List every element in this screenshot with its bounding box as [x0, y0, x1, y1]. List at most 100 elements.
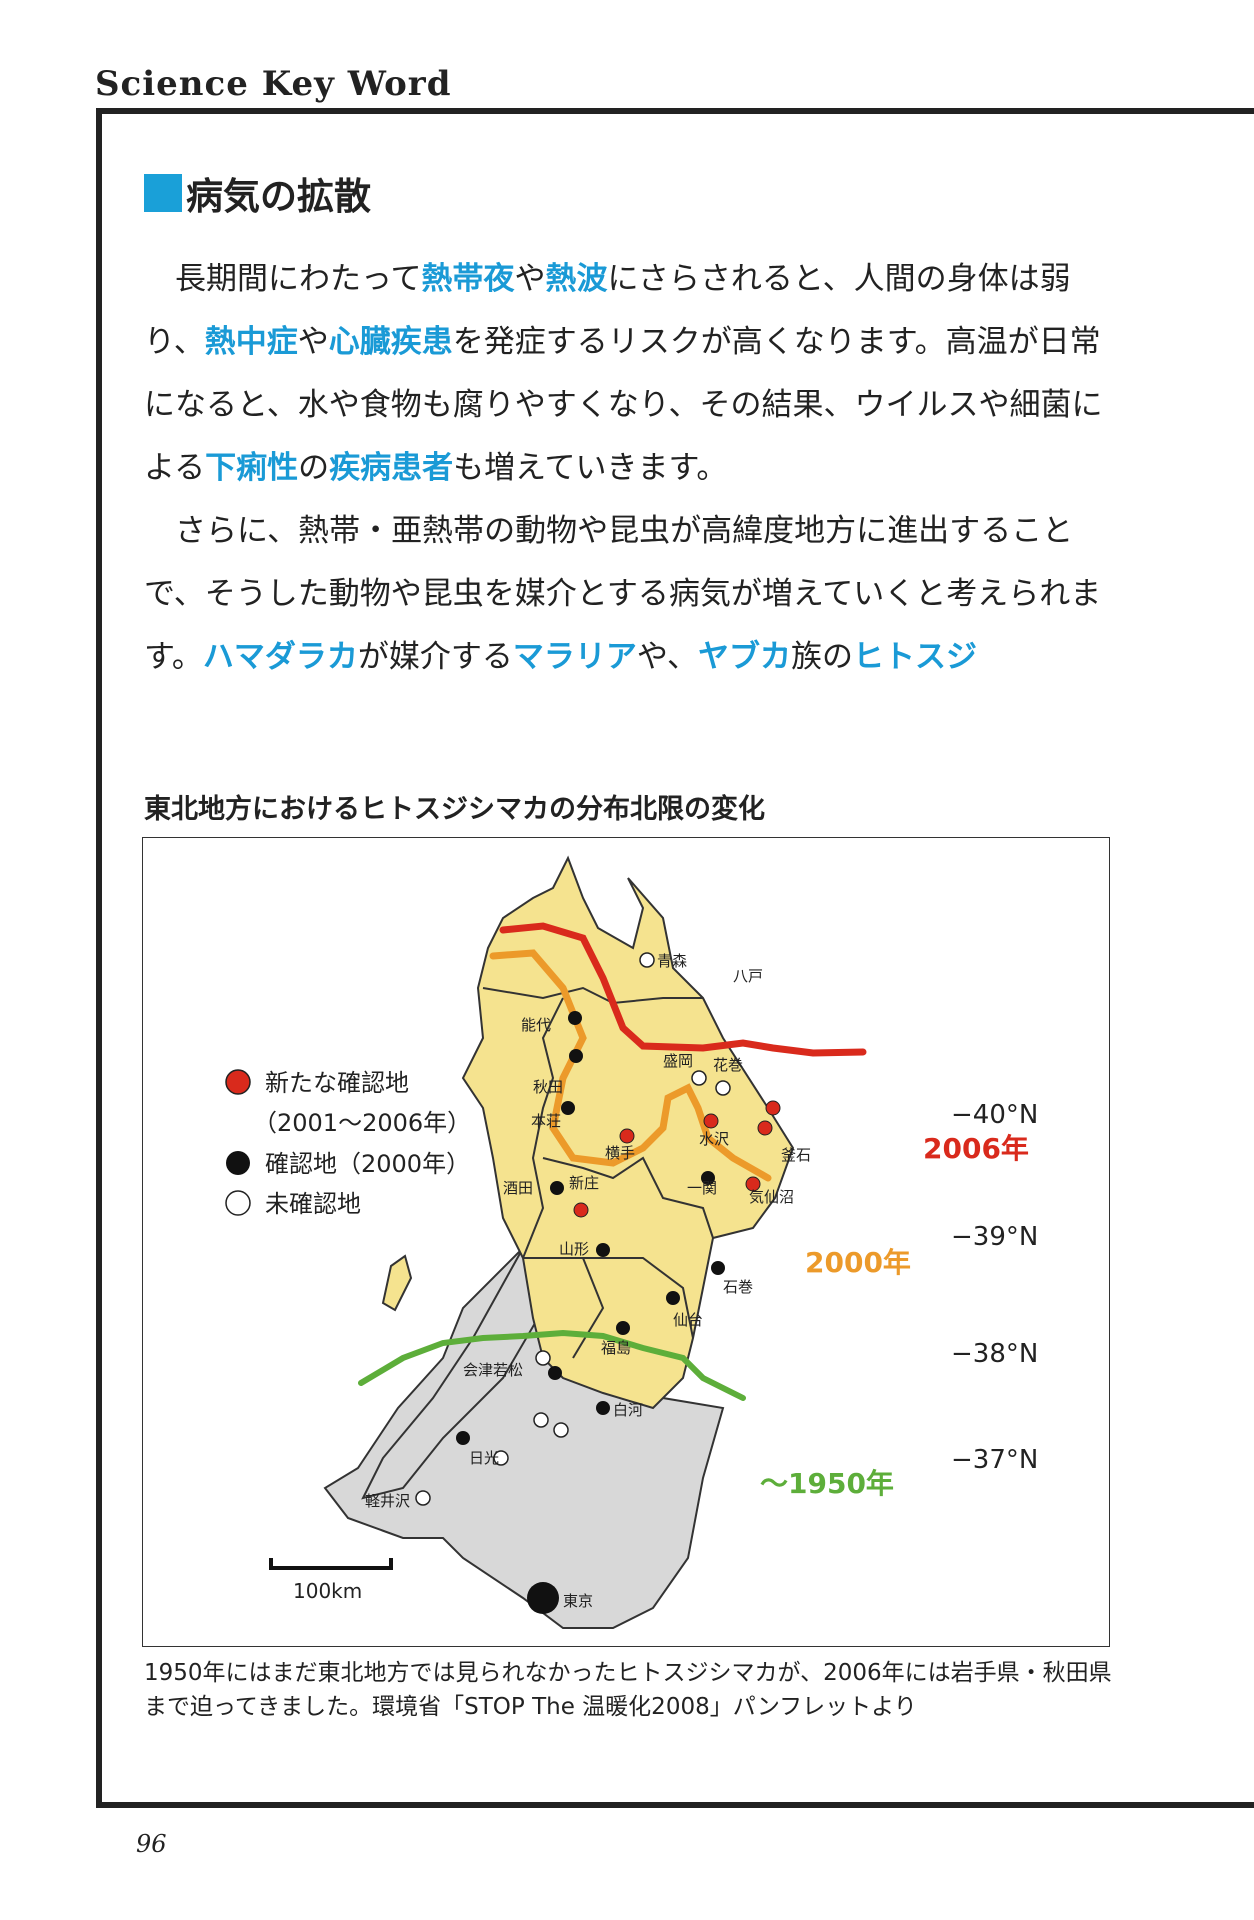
tohoku-map: 新たな確認地 （2001〜2006年） 確認地（2000年） 未確認地 2006… — [225, 855, 1038, 1629]
keyword: 疾病患者 — [329, 450, 454, 486]
square-bullet-icon — [144, 174, 182, 212]
legend-white-dot — [225, 1190, 251, 1216]
place-fukushima: 福島 — [601, 1339, 631, 1357]
text-run: にさらされると、人間の身体は弱り、 — [144, 261, 1071, 360]
keyword: 下痢性 — [205, 450, 299, 486]
legend-unconfirmed-label: 未確認地 — [265, 1190, 361, 1218]
text-run: 長期間にわたって — [175, 261, 422, 297]
marker-south-2 — [553, 1422, 569, 1438]
figure-title: 東北地方におけるヒトスジシマカの分布北限の変化 — [144, 794, 765, 825]
keyword: 心臓疾患 — [328, 324, 453, 360]
marker-honjo — [561, 1101, 575, 1115]
place-honjo: 本荘 — [531, 1112, 561, 1130]
line-1950 — [358, 1329, 746, 1401]
prefecture-borders — [482, 986, 714, 1359]
marker-red-1 — [703, 1113, 719, 1129]
marker-red-2 — [765, 1100, 781, 1116]
keyword: 熱中症 — [204, 324, 298, 360]
place-hachinohe: 八戸 — [733, 967, 763, 985]
marker-kesennuma — [745, 1176, 761, 1192]
paragraph-1: 長期間にわたって熱帯夜や熱波にさらされると、人間の身体は弱り、熱中症や心臓疾患を… — [144, 248, 1119, 500]
line-2006 — [499, 922, 867, 1057]
text-run: や、 — [636, 639, 698, 675]
scale-bar — [269, 1558, 393, 1570]
place-kamaishi: 釜石 — [781, 1146, 811, 1164]
place-tokyo: 東京 — [563, 1592, 593, 1610]
place-sendai: 仙台 — [673, 1311, 703, 1329]
latitude-37: −37°N — [951, 1445, 1038, 1475]
series-header: Science Key Word — [95, 64, 452, 104]
place-kesennuma: 気仙沼 — [749, 1188, 794, 1206]
latitude-40: −40°N — [951, 1100, 1038, 1130]
label-1950: 〜1950年 — [760, 1467, 894, 1500]
marker-ichinoseki — [701, 1171, 715, 1185]
latitude-38: −38°N — [951, 1339, 1038, 1369]
marker-tokyo — [527, 1582, 559, 1614]
place-karuizawa: 軽井沢 — [365, 1492, 410, 1510]
legend-red-dot — [225, 1069, 251, 1095]
marker-shirakawa — [596, 1401, 610, 1415]
place-ishinomaki: 石巻 — [723, 1278, 753, 1296]
marker-nikko — [493, 1450, 509, 1466]
marker-sakata — [550, 1181, 564, 1195]
page-frame — [96, 108, 1254, 1808]
marker-kamaishi — [757, 1120, 773, 1136]
keyword: ヒトスジ — [852, 639, 977, 675]
paragraph-2: さらに、熱帯・亜熱帯の動物や昆虫が高緯度地方に進出することで、そうした動物や昆虫… — [144, 500, 1119, 689]
keyword: ハマダラカ — [202, 639, 358, 675]
marker-morioka — [691, 1070, 707, 1086]
figure-caption: 1950年にはまだ東北地方では見られなかったヒトスジシマカが、2006年には岩手… — [144, 1660, 1112, 1720]
marker-ishinomaki — [711, 1261, 725, 1275]
marker-noshiro — [568, 1011, 582, 1025]
marker-aizu-black — [548, 1366, 562, 1380]
marker-aomori — [639, 952, 655, 968]
place-aomori: 青森 — [657, 952, 687, 970]
text-run: を発症するリスクが高くなります。高温が日常になると、水や食物も腐りやすくなり、そ… — [144, 324, 1103, 486]
text-run: や — [514, 261, 546, 297]
section-heading: 病気の拡散 — [144, 166, 371, 220]
keyword: ヤブカ — [697, 639, 791, 675]
map-region-sado — [381, 1254, 413, 1312]
place-shinjo: 新庄 — [569, 1174, 599, 1192]
marker-sendai — [666, 1291, 680, 1305]
legend-new-period: （2001〜2006年） — [253, 1109, 471, 1137]
marker-karuizawa — [415, 1490, 431, 1506]
place-yamagata: 山形 — [559, 1240, 589, 1258]
marker-aizu — [535, 1350, 551, 1366]
place-morioka: 盛岡 — [663, 1052, 693, 1070]
marker-shinjo — [573, 1202, 589, 1218]
keyword: 熱帯夜 — [421, 261, 515, 297]
label-2006: 2006年 — [923, 1132, 1029, 1165]
marker-yamagata — [596, 1243, 610, 1257]
place-noshiro: 能代 — [521, 1016, 551, 1034]
place-yokote: 横手 — [605, 1144, 635, 1162]
place-aizu: 会津若松 — [463, 1361, 523, 1379]
place-akita: 秋田 — [533, 1078, 563, 1096]
marker-fukushima — [616, 1321, 630, 1335]
text-run: も増えていきます。 — [453, 450, 728, 486]
page-number: 96 — [136, 1830, 167, 1858]
text-run: が媒介する — [357, 639, 513, 675]
marker-hanamaki — [715, 1080, 731, 1096]
legend-new-label: 新たな確認地 — [265, 1069, 409, 1097]
place-nikko: 日光 — [469, 1449, 499, 1467]
marker-south-3 — [456, 1431, 470, 1445]
legend-confirmed-label: 確認地（2000年） — [265, 1150, 470, 1178]
scale-label: 100km — [293, 1579, 362, 1603]
text-run: や — [297, 324, 329, 360]
marker-south-1 — [533, 1412, 549, 1428]
latitude-39: −39°N — [951, 1222, 1038, 1252]
map-region-niigata — [361, 1245, 540, 1500]
label-2000: 2000年 — [805, 1246, 911, 1279]
place-hanamaki: 花巻 — [713, 1056, 743, 1074]
text-run: の — [298, 450, 330, 486]
section-title: 病気の拡散 — [186, 175, 371, 218]
place-shirakawa: 白河 — [613, 1401, 643, 1419]
text-run: 族の — [790, 639, 853, 675]
keyword: 熱波 — [545, 261, 608, 297]
marker-akita — [569, 1049, 583, 1063]
body-text: 長期間にわたって熱帯夜や熱波にさらされると、人間の身体は弱り、熱中症や心臓疾患を… — [144, 248, 1119, 689]
place-markers: 青森 八戸 能代 秋田 本荘 酒田 盛岡 花巻 水沢 釜石 横手 一関 気仙沼 … — [365, 952, 811, 1614]
place-ichinoseki: 一関 — [687, 1179, 717, 1197]
marker-yokote — [619, 1128, 635, 1144]
